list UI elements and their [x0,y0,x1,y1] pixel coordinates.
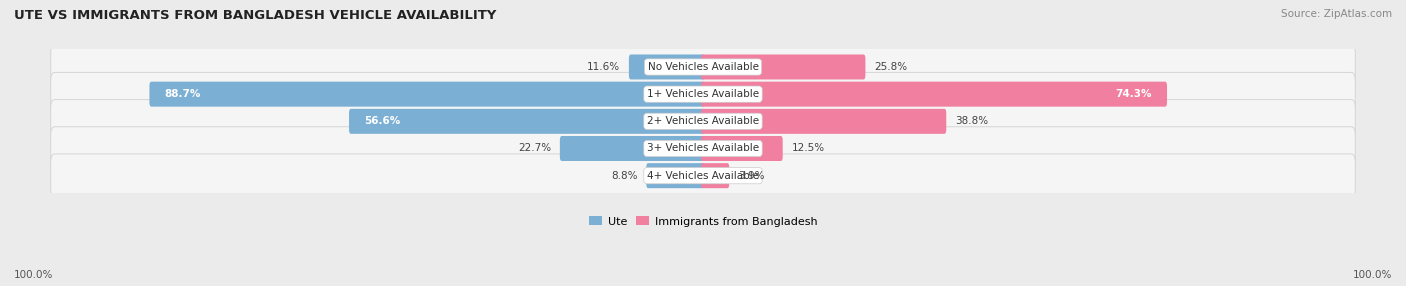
FancyBboxPatch shape [647,163,704,188]
Text: 8.8%: 8.8% [612,171,638,181]
FancyBboxPatch shape [702,163,730,188]
Text: 25.8%: 25.8% [875,62,907,72]
FancyBboxPatch shape [51,154,1355,197]
Legend: Ute, Immigrants from Bangladesh: Ute, Immigrants from Bangladesh [585,212,821,231]
Text: Source: ZipAtlas.com: Source: ZipAtlas.com [1281,9,1392,19]
Text: 74.3%: 74.3% [1115,89,1152,99]
FancyBboxPatch shape [702,136,783,161]
FancyBboxPatch shape [51,45,1355,89]
FancyBboxPatch shape [51,100,1355,143]
FancyBboxPatch shape [702,54,866,80]
Text: 3.9%: 3.9% [738,171,765,181]
Text: 22.7%: 22.7% [519,144,551,154]
Text: 56.6%: 56.6% [364,116,401,126]
Text: 88.7%: 88.7% [165,89,201,99]
FancyBboxPatch shape [149,82,704,107]
Text: 100.0%: 100.0% [14,270,53,280]
Text: 2+ Vehicles Available: 2+ Vehicles Available [647,116,759,126]
Text: No Vehicles Available: No Vehicles Available [648,62,758,72]
Text: 100.0%: 100.0% [1353,270,1392,280]
Text: 11.6%: 11.6% [588,62,620,72]
Text: UTE VS IMMIGRANTS FROM BANGLADESH VEHICLE AVAILABILITY: UTE VS IMMIGRANTS FROM BANGLADESH VEHICL… [14,9,496,21]
Text: 3+ Vehicles Available: 3+ Vehicles Available [647,144,759,154]
Text: 38.8%: 38.8% [955,116,988,126]
FancyBboxPatch shape [702,82,1167,107]
FancyBboxPatch shape [560,136,704,161]
FancyBboxPatch shape [51,72,1355,116]
FancyBboxPatch shape [51,127,1355,170]
FancyBboxPatch shape [349,109,704,134]
Text: 1+ Vehicles Available: 1+ Vehicles Available [647,89,759,99]
FancyBboxPatch shape [628,54,704,80]
Text: 12.5%: 12.5% [792,144,824,154]
FancyBboxPatch shape [702,109,946,134]
Text: 4+ Vehicles Available: 4+ Vehicles Available [647,171,759,181]
